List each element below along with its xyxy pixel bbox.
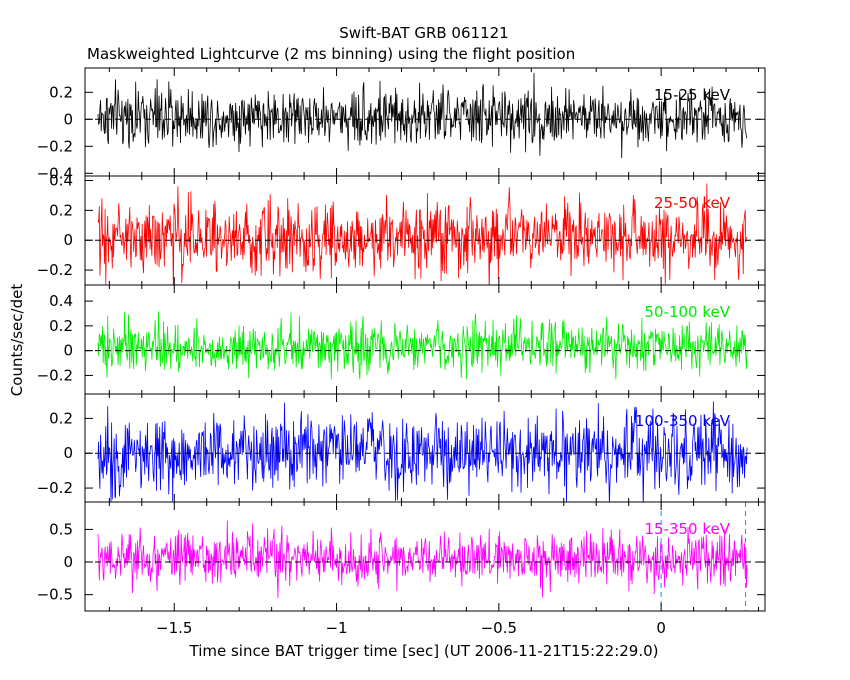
band-label-4: 100-350 keV	[635, 412, 731, 430]
panel-1: −0.4 −0.2 0 0.2 15-25 keV	[37, 67, 766, 182]
panel-4: −0.2 0 0.2 100-350 keV	[37, 393, 766, 503]
y-tick-label: 0	[63, 342, 73, 360]
y-tick-label: −0.2	[37, 261, 73, 279]
series-line-4	[97, 401, 748, 502]
y-tick-label: 0.2	[49, 201, 73, 219]
y-tick-label: 0.5	[49, 520, 73, 538]
y-tick-label: 0.2	[49, 409, 73, 427]
x-tick-label: −1.5	[156, 619, 192, 637]
series-line-1	[97, 72, 748, 159]
band-label-2: 25-50 keV	[654, 194, 731, 212]
y-tick-label: −0.2	[37, 137, 73, 155]
panel-frame	[84, 284, 766, 395]
y-tick-label: 0.2	[49, 317, 73, 335]
y-tick-label: 0	[63, 444, 73, 462]
x-axis: −1.5 −1 −0.5 0	[156, 619, 666, 637]
band-label-5: 15-350 keV	[644, 520, 730, 538]
panel-3: −0.2 0 0.2 0.4 50-100 keV	[37, 284, 766, 395]
y-axis-label: Counts/sec/det	[8, 284, 26, 397]
y-tick-label: −0.2	[37, 366, 73, 384]
panel-frame	[84, 393, 766, 503]
y-tick-label: 0.4	[49, 171, 73, 189]
panel-frame	[84, 501, 766, 612]
y-tick-label: 0.4	[49, 292, 73, 310]
x-tick-label: 0	[656, 619, 666, 637]
y-tick-label: 0	[63, 553, 73, 571]
panels-group: −0.4 −0.2 0 0.2 15-25 keV −0.2 0 0.2 0.4 25-50 ke…	[37, 67, 766, 612]
band-label-3: 50-100 keV	[644, 303, 730, 321]
y-tick-label: 0	[63, 231, 73, 249]
series-line-5	[97, 520, 748, 599]
band-label-1: 15-25 keV	[654, 86, 731, 104]
series-line-3	[97, 311, 748, 380]
x-tick-label: −1	[325, 619, 347, 637]
y-tick-label: −0.5	[37, 586, 73, 604]
series-line-2	[97, 183, 748, 285]
panel-5: −0.5 0 0.5 15-350 keV	[37, 501, 766, 612]
x-tick-label: −0.5	[481, 619, 517, 637]
y-tick-label: −0.4	[37, 164, 73, 182]
y-tick-label: −0.2	[37, 479, 73, 497]
x-axis-label: Time since BAT trigger time [sec] (UT 20…	[189, 642, 659, 660]
panel-2: −0.2 0 0.2 0.4 25-50 keV	[37, 171, 766, 286]
y-tick-label: 0.2	[49, 83, 73, 101]
chart-subtitle: Maskweighted Lightcurve (2 ms binning) u…	[87, 45, 575, 63]
chart-title: Swift-BAT GRB 061121	[339, 24, 508, 42]
y-tick-label: 0	[63, 110, 73, 128]
